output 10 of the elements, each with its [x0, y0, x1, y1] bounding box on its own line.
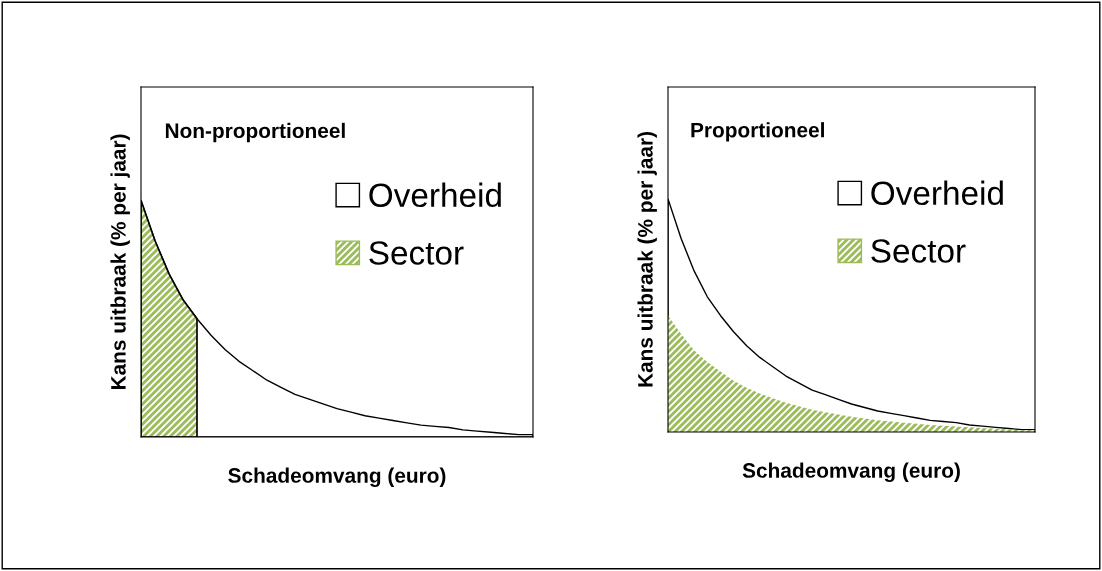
legend-label: Sector: [871, 239, 966, 263]
legend-label: Overheid: [369, 182, 501, 208]
x-axis-title: Schadeomvang (euro): [228, 467, 446, 488]
legend-label: Overheid: [871, 180, 1003, 206]
y-axis-title: Kans uitbraak (% per jaar): [110, 134, 130, 390]
chart-title: Proportioneel: [691, 122, 824, 142]
y-axis-title: Kans uitbraak (% per jaar): [637, 132, 657, 387]
chart-title: Non-proportioneel: [165, 122, 345, 143]
legend-label: Sector: [369, 241, 464, 265]
x-axis-title: Schadeomvang (euro): [742, 462, 960, 483]
